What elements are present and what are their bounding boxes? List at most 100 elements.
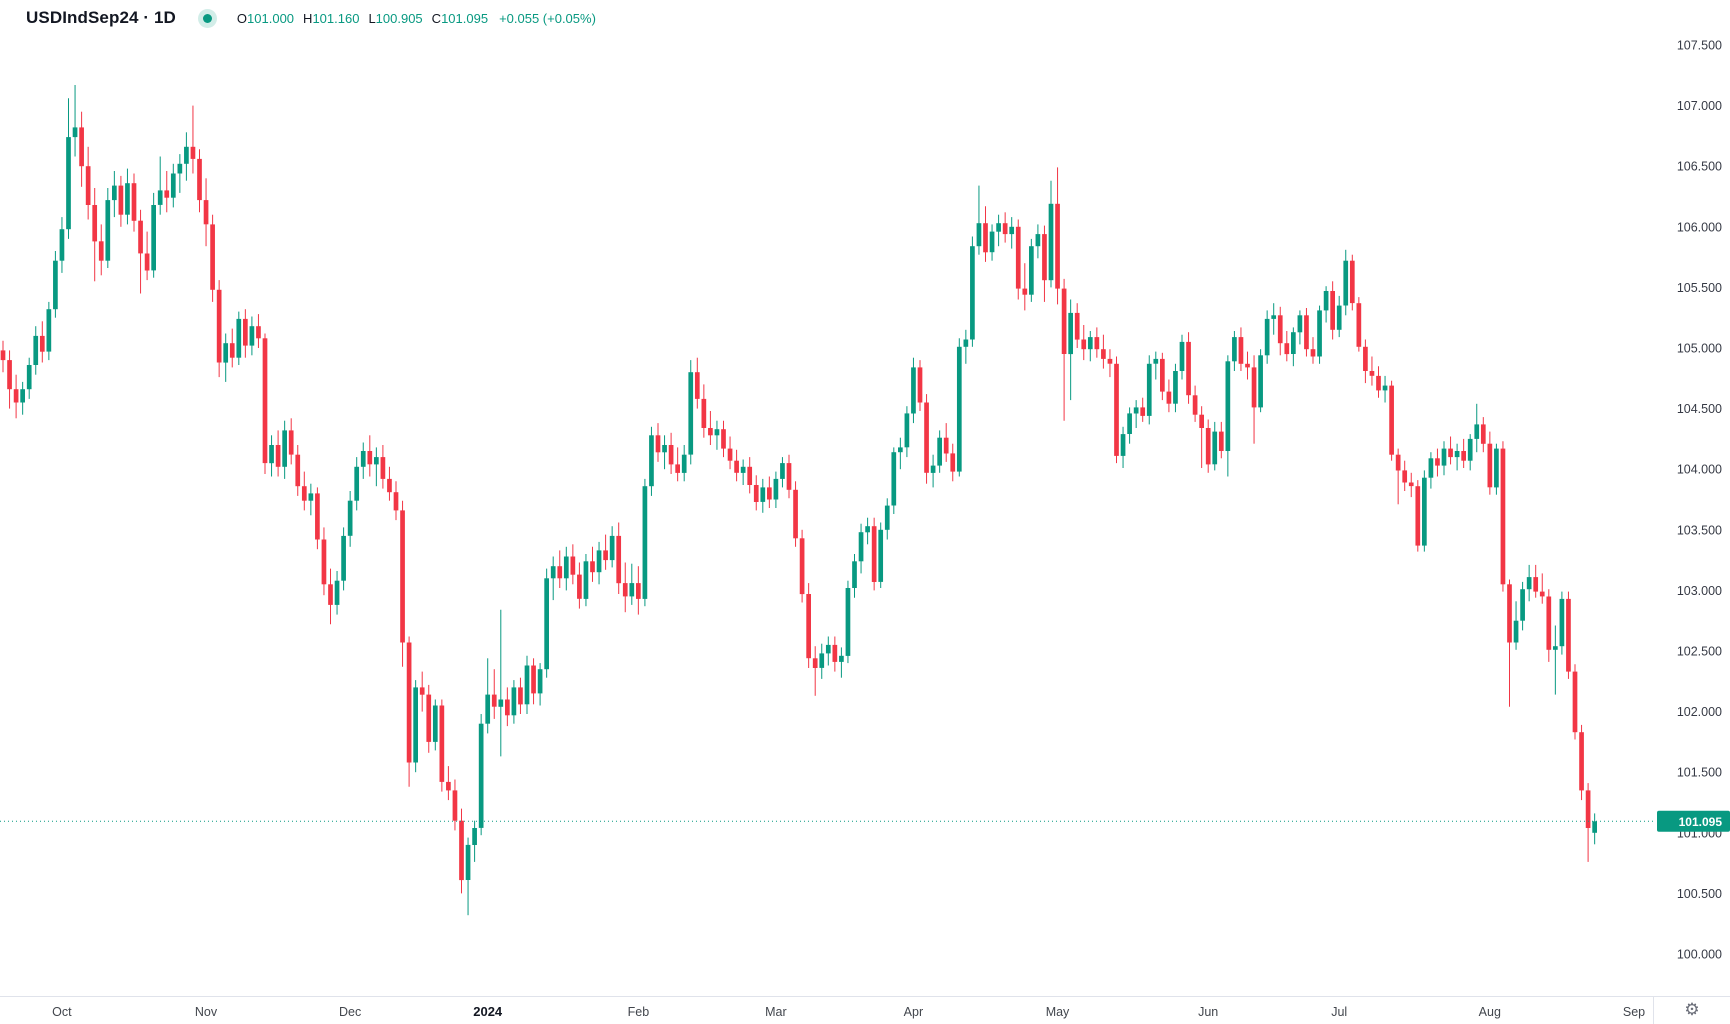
candle-body (308, 493, 314, 501)
price-tick-label: 105.000 (1677, 342, 1722, 356)
candle-body (622, 583, 628, 597)
candle-body (1572, 671, 1578, 733)
gear-icon[interactable]: ⚙ (1684, 1000, 1700, 1019)
candle-body (1441, 448, 1447, 466)
price-tick-label: 103.500 (1677, 523, 1722, 537)
candle-body (446, 781, 451, 791)
candle-body (1291, 332, 1296, 354)
candle-body (884, 505, 890, 530)
candle-body (1114, 363, 1119, 456)
symbol-title[interactable]: USDIndSep24 · 1D (26, 8, 176, 27)
candle-body (609, 535, 615, 561)
candle-body (39, 335, 45, 352)
candle-body (544, 578, 549, 670)
price-tick-label: 102.000 (1677, 705, 1722, 719)
candle-body (1533, 577, 1539, 592)
candle-body (740, 466, 746, 473)
candle-body (760, 487, 766, 502)
candle-body (1507, 584, 1512, 643)
price-tick-label: 103.000 (1677, 584, 1722, 598)
candle-body (505, 699, 510, 716)
candle-body (1127, 413, 1132, 434)
candle-body (328, 584, 333, 605)
candle-body (184, 146, 189, 164)
candle-body (131, 183, 137, 221)
candle-body (911, 367, 916, 414)
candle-body (46, 309, 52, 352)
candle-body (865, 526, 870, 533)
candle-body (917, 367, 923, 403)
candle-body (747, 466, 753, 485)
candle-body (1035, 234, 1041, 247)
candle-body (950, 453, 956, 472)
candle-body (478, 723, 484, 828)
last-price-badge (1657, 810, 1730, 832)
candle-body (354, 466, 360, 501)
candle-body (1415, 486, 1421, 546)
candle-body (360, 451, 366, 467)
candle-body (852, 561, 857, 588)
candle-body (1009, 226, 1015, 235)
candle-body (1251, 367, 1257, 408)
candle-body (1277, 315, 1283, 344)
candle-body (649, 435, 654, 487)
candle-body (380, 457, 386, 479)
candle-body (1376, 375, 1381, 391)
candle-body (459, 820, 464, 881)
candle-body (1238, 337, 1244, 364)
time-axis[interactable]: Oct Nov Dec 2024 Feb Mar Apr May Jun Jul Aug Sep (0, 996, 1730, 1024)
candle-body (341, 535, 346, 581)
chart-legend: USDIndSep24 · 1D O101.000 H101.160 L100.90… (26, 5, 596, 31)
candle-body (112, 185, 117, 201)
candle-body (1225, 361, 1231, 451)
month-tick-May: May (1046, 1005, 1070, 1019)
candle-body (1264, 318, 1270, 356)
candle-body (563, 556, 569, 579)
market-status-icon[interactable] (197, 8, 217, 28)
candle-body (531, 665, 536, 694)
ohlc-field-C: C101.095 (431, 10, 489, 26)
market-status-dot (202, 13, 212, 23)
price-axis[interactable]: 107.500 107.000 106.500 106.000 105.500 105.0… (1657, 39, 1730, 962)
candle-body (767, 487, 772, 500)
ohlc-field-H: H101.160 (303, 10, 360, 26)
candle-body (151, 205, 156, 271)
candle-body (1186, 341, 1191, 396)
candle-body (825, 644, 831, 654)
candle-body (26, 365, 32, 390)
candle-body (976, 223, 982, 247)
candle-body (1317, 310, 1322, 357)
candle-body (858, 532, 864, 562)
candle-body (85, 166, 91, 205)
candle-body (989, 231, 995, 253)
candle-body (616, 535, 622, 584)
price-tick-label: 107.000 (1677, 99, 1722, 113)
candle-body (59, 229, 65, 261)
candle-body (334, 580, 340, 605)
candle-body (1304, 315, 1309, 350)
candle-body (1323, 291, 1329, 311)
month-tick-2024: 2024 (473, 1004, 503, 1019)
candle-body (243, 318, 248, 346)
candle-body (393, 492, 399, 511)
candle-body (1297, 315, 1303, 333)
month-tick-Apr: Apr (904, 1005, 923, 1019)
candle-body (898, 447, 903, 453)
candle-body (269, 445, 274, 464)
candle-body (1336, 305, 1342, 330)
candle-body (878, 529, 884, 582)
price-tick-label: 104.500 (1677, 402, 1722, 416)
candle-body (413, 687, 418, 763)
candle-body (249, 326, 255, 346)
candle-body (1474, 424, 1480, 439)
month-tick-Sep: Sep (1623, 1005, 1645, 1019)
candle-body (301, 486, 307, 501)
candle-body (229, 343, 235, 358)
candle-body (1585, 790, 1591, 828)
candle-body (275, 445, 281, 467)
candle-body (557, 566, 563, 579)
candle-body (1271, 315, 1277, 319)
candle-body (636, 583, 641, 599)
candle-body (1513, 620, 1519, 643)
